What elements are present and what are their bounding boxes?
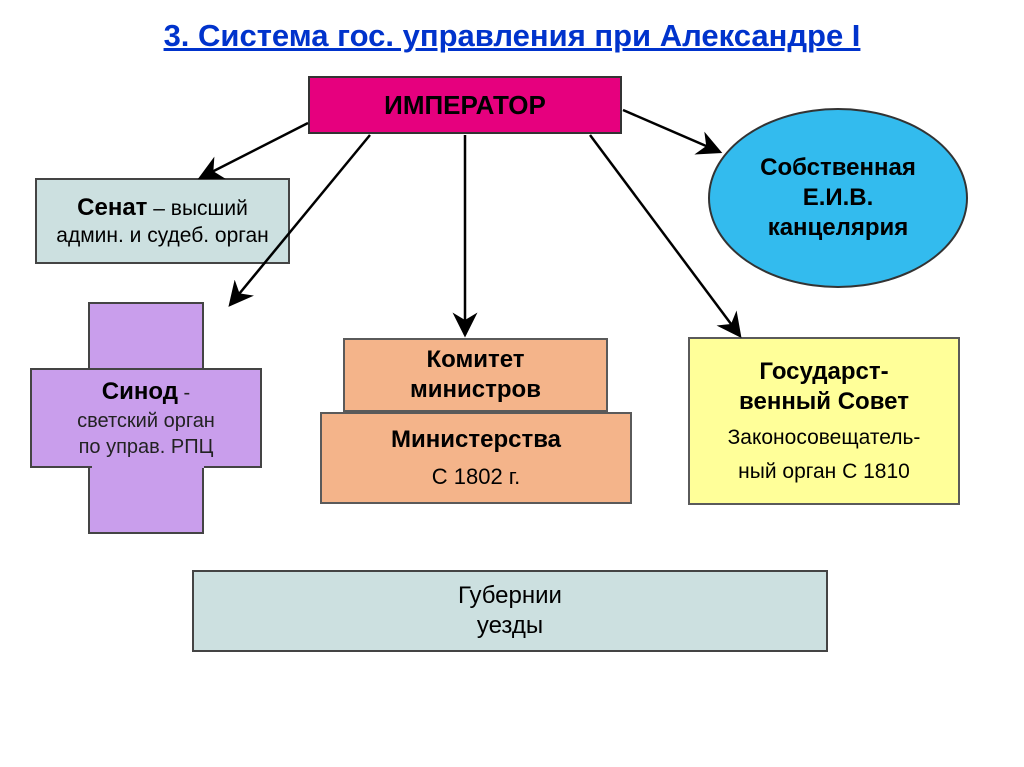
chancellery-line1: Собственная — [760, 153, 916, 183]
council-line2: венный Совет — [739, 387, 909, 417]
senate-desc2: админ. и судеб. орган — [56, 223, 268, 249]
senate-line1: Сенат – высший — [77, 193, 248, 223]
arrow — [623, 110, 720, 152]
chancellery-line3: канцелярия — [768, 213, 909, 243]
emperor-label: ИМПЕРАТОР — [384, 89, 546, 122]
node-ministries: Министерства С 1802 г. — [320, 412, 632, 504]
council-line1: Государст- — [759, 357, 888, 387]
ministries-desc: С 1802 г. — [432, 463, 521, 491]
synod-desc1: светский орган — [77, 408, 215, 434]
node-committee: Комитет министров — [343, 338, 608, 412]
node-synod: Синод - светский орган по управ. РПЦ — [30, 302, 262, 534]
synod-title: Синод — [102, 378, 178, 405]
senate-desc1: – высший — [147, 197, 247, 220]
committee-line2: министров — [410, 375, 541, 405]
node-emperor: ИМПЕРАТОР — [308, 76, 622, 134]
committee-line1: Комитет — [426, 345, 524, 375]
synod-desc2: по управ. РПЦ — [79, 434, 214, 460]
council-desc2: ный орган С 1810 — [738, 459, 910, 485]
provinces-line1: Губернии — [458, 581, 562, 611]
council-desc1: Законосовещатель- — [728, 425, 921, 451]
synod-dash: - — [178, 382, 190, 404]
synod-line1: Синод - — [102, 376, 190, 407]
provinces-line2: уезды — [477, 611, 543, 641]
node-provinces: Губернии уезды — [192, 570, 828, 652]
diagram-title: 3. Система гос. управления при Александр… — [0, 18, 1024, 54]
node-council: Государст- венный Совет Законосовещатель… — [688, 337, 960, 505]
node-senate: Сенат – высший админ. и судеб. орган — [35, 178, 290, 264]
chancellery-line2: Е.И.В. — [803, 183, 874, 213]
arrow — [200, 123, 308, 178]
ministries-title: Министерства — [391, 425, 561, 455]
senate-title: Сенат — [77, 194, 147, 221]
node-chancellery: Собственная Е.И.В. канцелярия — [708, 108, 968, 288]
